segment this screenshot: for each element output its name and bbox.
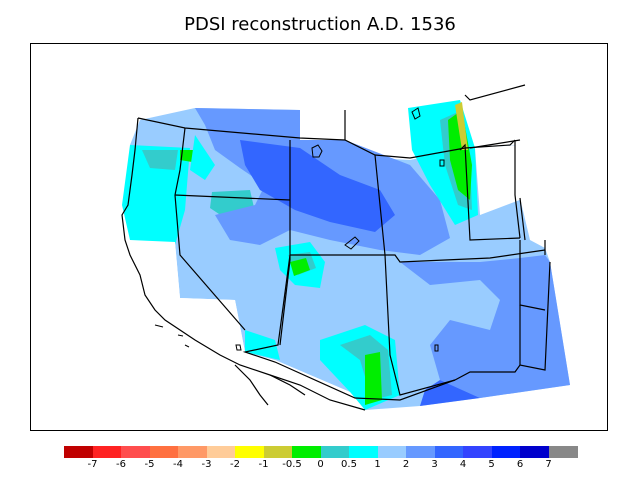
border-az-nm [242,254,456,401]
lake-elephant [434,344,439,352]
map-title: PDSI reconstruction A.D. 1536 [184,14,456,35]
legend-tick-label: -3 [201,459,212,470]
mask-white-mx [270,360,365,410]
legend-tick-label: -0.5 [282,459,302,470]
legend-tick-label: 4 [459,459,467,470]
legend-tick-label: -7 [87,459,98,470]
legend-tick-label: 6 [516,459,524,470]
lake-yellowstone [311,144,323,158]
legend-tick-label: 0.5 [341,459,357,470]
border-tx [454,261,551,381]
legend-tick-label: 3 [431,459,438,470]
legend-swatch [235,446,264,458]
lake-flathead [235,344,242,351]
region-blue-east [400,255,570,398]
legend-tick-label: -1 [258,459,269,470]
legend-tick-label: 1 [374,459,381,470]
legend-tick-label: -6 [116,459,126,470]
border-wy-co [374,154,386,256]
legend-swatch [292,446,321,458]
legend-swatch [178,446,207,458]
legend-tick-label: 2 [402,459,410,470]
lake-sakakawea [411,107,421,120]
legend-tick-label: 7 [545,459,552,470]
border-mt-nd [464,84,526,101]
legend-tick-label: 0 [317,459,324,470]
legend-swatch [520,446,549,458]
lake-great-salt [344,236,360,250]
mask-white-dk [475,145,525,215]
lakes [154,107,445,352]
region-green-ne [448,110,472,200]
legend-tick-label: -5 [144,459,155,470]
border-ut-az [279,259,291,346]
coast-gulf [269,374,306,396]
region-green-cuut [290,258,310,276]
legend-swatch [434,446,464,458]
region-teal-nw [142,150,178,170]
legend-swatch [64,446,93,458]
region-yellow-ne [455,102,468,150]
border-id-ut [174,194,291,201]
legend-swatch [377,446,407,458]
legend-tick-label: -2 [230,459,240,470]
legend-swatch [149,446,179,458]
border-or-id [174,127,186,196]
island-sanclemente [177,334,184,337]
mask-white-ca [130,240,245,352]
legend-tick-label: -4 [173,459,183,470]
border-ca-nv [174,194,246,331]
region-cyan-idaho [190,135,215,180]
color-legend [64,446,578,458]
state-boundaries [137,84,551,401]
region-green-nw [180,150,195,162]
coastline [121,117,366,411]
legend-swatch [263,446,293,458]
legend-swatch [491,446,521,458]
legend-swatch [121,446,150,458]
lake-oahe [439,159,445,167]
legend-swatch [92,446,122,458]
border-mn-dk [514,140,521,239]
border-ut-co [290,249,546,263]
island-catalina [184,344,190,348]
legend-swatch [206,446,236,458]
region-blue-sw [245,330,280,360]
legend-swatch [320,446,350,458]
legend-swatch [463,446,492,458]
legend-swatch [548,446,578,458]
border-nd-sd [469,139,521,149]
border-ne-sd [519,197,526,241]
mask-white-mt [300,110,345,140]
region-blue-core [240,140,395,232]
border-co-nm [384,254,456,396]
border-ne [459,143,521,241]
island-channel [154,324,164,328]
legend-swatch [406,446,435,458]
region-blue-se [420,380,480,406]
legend-swatch [349,446,378,458]
legend-tick-label: 5 [488,459,495,470]
region-green-sw [365,352,382,405]
map-frame [30,43,608,431]
coast-baja [234,364,269,406]
